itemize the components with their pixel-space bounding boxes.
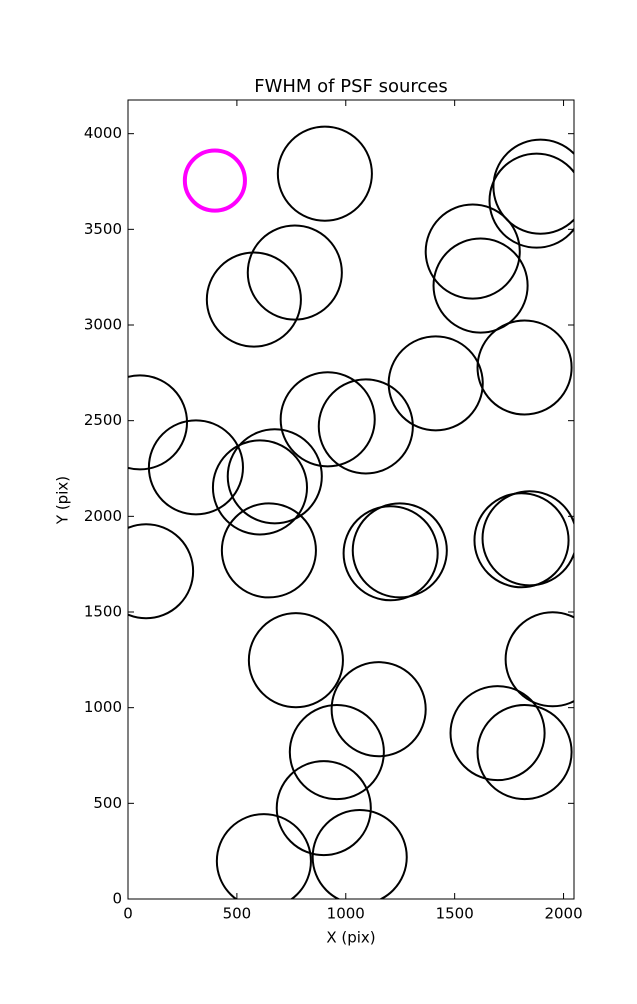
source-circle <box>473 492 570 589</box>
x-tick-label: 1000 <box>327 905 365 923</box>
source-circle <box>182 148 247 213</box>
x-tick-label: 2000 <box>544 905 582 923</box>
y-tick-label: 2500 <box>84 411 122 429</box>
source-circle <box>275 760 372 857</box>
x-axis-label: X (pix) <box>326 929 375 947</box>
x-tick-label: 1500 <box>436 905 474 923</box>
source-circle <box>351 502 448 599</box>
source-circle <box>311 809 408 899</box>
source-circle <box>215 813 312 899</box>
source-circle <box>247 612 344 709</box>
source-circle <box>424 203 521 300</box>
source-circle <box>449 685 546 782</box>
source-circle <box>128 374 189 471</box>
source-circle <box>147 419 244 516</box>
y-tick-label: 2000 <box>84 507 122 525</box>
y-tick-label: 1500 <box>84 603 122 621</box>
source-circle <box>476 704 573 801</box>
source-circle <box>481 490 574 587</box>
source-circle <box>504 611 574 708</box>
source-circle <box>128 523 195 620</box>
source-circle <box>492 138 574 235</box>
y-tick-label: 1000 <box>84 698 122 716</box>
source-circle <box>226 428 323 525</box>
source-circle <box>432 237 529 334</box>
y-tick-label: 3500 <box>84 220 122 238</box>
source-circle <box>220 502 317 599</box>
y-tick-label: 0 <box>112 890 122 908</box>
source-circle <box>342 505 439 602</box>
source-circle <box>330 661 427 758</box>
source-circle <box>476 319 573 416</box>
x-tick-label: 0 <box>123 905 133 923</box>
source-circle <box>279 371 376 468</box>
source-circle <box>387 335 484 432</box>
plot-area <box>128 125 574 899</box>
source-circle <box>205 251 302 348</box>
y-tick-label: 4000 <box>84 124 122 142</box>
source-circle <box>288 704 385 801</box>
source-circle <box>276 125 373 222</box>
chart-title: FWHM of PSF sources <box>254 76 448 97</box>
x-tick-label: 500 <box>223 905 252 923</box>
source-circle <box>246 224 343 321</box>
source-circle <box>211 439 309 536</box>
plot-frame <box>127 99 575 900</box>
y-axis-label: Y (pix) <box>54 476 72 525</box>
y-tick-label: 500 <box>93 794 122 812</box>
source-circle <box>488 152 574 249</box>
source-circle <box>317 378 414 475</box>
y-tick-label: 3000 <box>84 316 122 334</box>
